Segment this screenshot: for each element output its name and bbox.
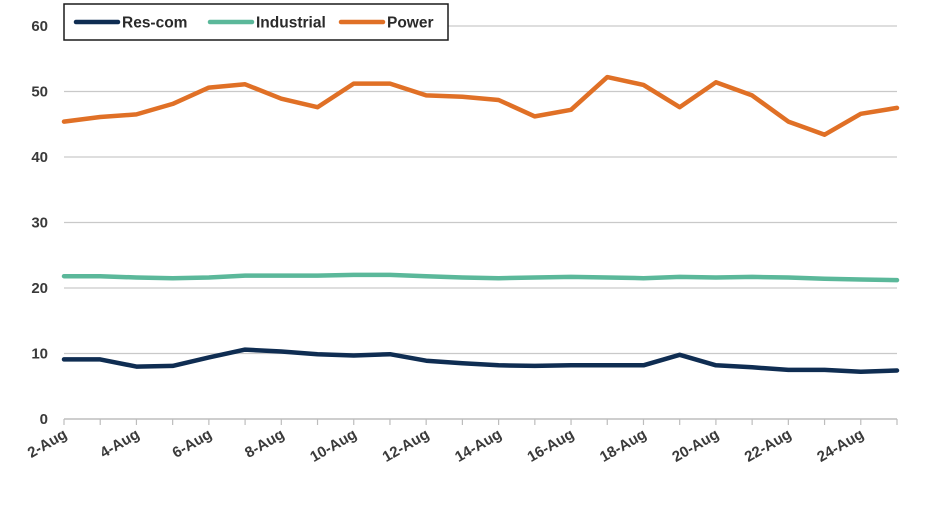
- x-tick-label: 14-Aug: [452, 426, 505, 466]
- x-tick-label: 4-Aug: [97, 426, 142, 462]
- legend-label: Industrial: [256, 15, 326, 32]
- x-tick-label: 22-Aug: [742, 426, 795, 466]
- x-tick-label: 20-Aug: [669, 426, 722, 466]
- y-tick-label: 50: [31, 84, 48, 101]
- x-tick-label: 2-Aug: [25, 426, 70, 462]
- y-tick-label: 20: [31, 280, 48, 297]
- series-lines: [61, 74, 900, 375]
- series-line-res-com: [61, 347, 900, 375]
- y-tick-label: 0: [40, 411, 48, 428]
- series-line-power: [61, 74, 900, 137]
- gridlines: [64, 25, 897, 355]
- x-tick-label: 10-Aug: [307, 426, 360, 466]
- x-tick-label: 6-Aug: [170, 426, 215, 462]
- x-tick-label: 16-Aug: [525, 426, 578, 466]
- y-tick-label: 40: [31, 149, 48, 166]
- x-tick-label: 18-Aug: [597, 426, 650, 466]
- y-tick-label: 30: [31, 215, 48, 232]
- legend: Res-com Industrial Power: [63, 3, 449, 41]
- y-tick-label: 60: [31, 18, 48, 35]
- x-tick-label: 12-Aug: [380, 426, 433, 466]
- legend-label: Power: [387, 15, 434, 32]
- legend-label: Res-com: [122, 15, 187, 32]
- x-tick-label: 8-Aug: [242, 426, 287, 462]
- x-tick-label: 24-Aug: [814, 426, 867, 466]
- y-axis: 0 10 20 30 40 50 60: [31, 18, 48, 428]
- series-line-industrial: [61, 272, 900, 283]
- y-tick-label: 10: [31, 346, 48, 363]
- x-axis: 2-Aug 4-Aug 6-Aug 8-Aug 10-Aug 12-Aug 14-Aug 16…: [25, 418, 898, 466]
